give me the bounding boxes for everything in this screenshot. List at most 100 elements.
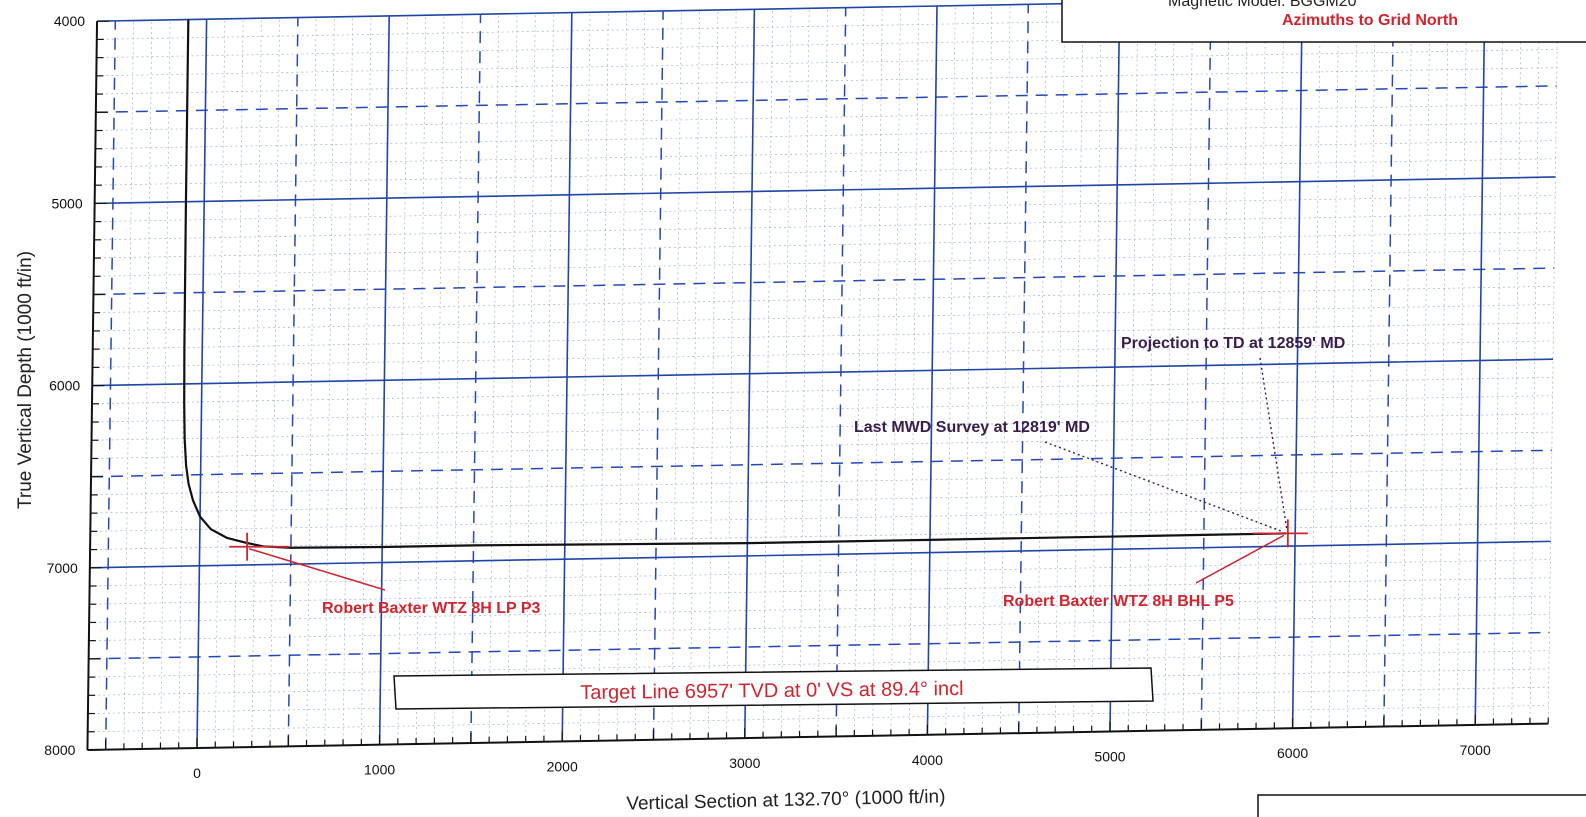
half-grid-hline bbox=[95, 85, 1557, 114]
minor-grid-vline bbox=[1091, 3, 1102, 732]
x-tick-label: 6000 bbox=[1277, 745, 1308, 761]
minor-grid-vline bbox=[525, 13, 536, 743]
minor-grid-hline bbox=[92, 304, 1554, 332]
minor-grid-vline bbox=[269, 17, 280, 747]
minor-grid-vline bbox=[981, 5, 993, 734]
annotation-layer: Robert Baxter WTZ 8H LP P3 Robert Baxter … bbox=[229, 335, 1345, 710]
x-tick-label: 4000 bbox=[912, 752, 943, 768]
minor-grid-vline bbox=[598, 11, 609, 741]
half-grid-hline bbox=[88, 631, 1550, 660]
minor-grid-vline bbox=[160, 19, 171, 749]
minor-grid-vline bbox=[434, 14, 445, 744]
header-box: Magnetic Model: BGGM20 Azimuths to Grid … bbox=[1061, 0, 1586, 43]
minor-grid-hline bbox=[88, 613, 1550, 642]
minor-grid-hline bbox=[91, 395, 1553, 423]
minor-grid-vline bbox=[890, 6, 901, 736]
minor-grid-vline bbox=[178, 19, 189, 749]
minor-grid-hline bbox=[96, 49, 1558, 77]
minor-grid-vline bbox=[324, 16, 335, 746]
x-tick-label: 1000 bbox=[364, 762, 395, 778]
axes bbox=[86, 21, 1549, 751]
y-tick-label: 6000 bbox=[49, 378, 80, 394]
legend-box-frame bbox=[1257, 794, 1586, 817]
minor-grid-vline bbox=[780, 8, 792, 738]
minor-grid-vline bbox=[306, 17, 317, 747]
minor-grid-vline bbox=[1401, 0, 1413, 727]
projection-td-label: Projection to TD at 12859' MD bbox=[1121, 335, 1345, 352]
minor-grid-hline bbox=[95, 103, 1557, 131]
minor-grid-hline bbox=[93, 249, 1555, 277]
minor-grid-vline bbox=[1000, 4, 1011, 734]
minor-grid-vline bbox=[1438, 0, 1449, 726]
major-grid-hline bbox=[94, 176, 1556, 205]
minor-grid-vline bbox=[123, 20, 134, 750]
minor-grid-hline bbox=[91, 377, 1553, 405]
minor-grid-vline bbox=[1182, 1, 1193, 731]
minor-grid-vline bbox=[342, 16, 354, 746]
minor-grid-vline bbox=[360, 16, 372, 746]
minor-grid-vline bbox=[214, 18, 226, 748]
minor-grid-vline bbox=[1347, 0, 1358, 728]
minor-grid-hline bbox=[96, 67, 1557, 95]
minor-grid-vline bbox=[1365, 0, 1376, 727]
minor-grid-vline bbox=[1493, 0, 1504, 725]
major-grid bbox=[89, 0, 1556, 749]
minor-grid-vline bbox=[488, 13, 500, 743]
y-tick-label: 8000 bbox=[44, 742, 75, 758]
minor-grid-hline bbox=[89, 559, 1551, 587]
minor-grid bbox=[87, 0, 1559, 750]
minor-grid-hline bbox=[87, 705, 1549, 733]
minor-grid-vline bbox=[1255, 0, 1267, 729]
projection-td-leader bbox=[1259, 357, 1288, 530]
minor-grid-hline bbox=[92, 340, 1554, 368]
minor-grid-hline bbox=[90, 504, 1552, 532]
minor-grid-vline bbox=[616, 11, 627, 741]
last-mwd-label: Last MWD Survey at 12819' MD bbox=[854, 419, 1090, 436]
minor-grid-vline bbox=[1146, 2, 1157, 731]
header-box-frame bbox=[1061, 0, 1586, 43]
minor-grid-vline bbox=[543, 12, 554, 742]
major-grid-hline bbox=[97, 0, 1314, 22]
minor-grid-vline bbox=[580, 12, 591, 742]
minor-grid-vline bbox=[634, 11, 646, 741]
x-tick-label: 3000 bbox=[729, 755, 760, 771]
major-grid-hline bbox=[89, 540, 1551, 569]
minor-grid-hline bbox=[90, 468, 1552, 496]
minor-grid-vline bbox=[415, 15, 427, 745]
minor-grid-hline bbox=[91, 413, 1553, 441]
minor-grid-vline bbox=[233, 18, 244, 748]
minor-grid-hline bbox=[90, 486, 1552, 514]
minor-grid-vline bbox=[854, 7, 865, 737]
target-line-text: Target Line 6957' TVD at 0' VS at 89.4° … bbox=[580, 678, 963, 704]
y-axis-title: True Vertical Depth (1000 ft/in) bbox=[15, 251, 36, 509]
x-tick-label: 0 bbox=[193, 765, 201, 781]
major-grid-hline bbox=[92, 358, 1554, 387]
target-bhl-leader bbox=[1195, 534, 1285, 584]
target-lp-leader bbox=[248, 548, 386, 591]
target-line-box bbox=[393, 667, 1154, 710]
minor-grid-hline bbox=[96, 12, 1558, 40]
minor-grid-vline bbox=[945, 5, 956, 735]
target-lp-label: Robert Baxter WTZ 8H LP P3 bbox=[322, 600, 541, 617]
minor-grid-hline bbox=[91, 431, 1553, 459]
minor-grid-hline bbox=[93, 231, 1555, 259]
minor-grid-vline bbox=[397, 15, 408, 745]
minor-grid-hline bbox=[95, 121, 1557, 150]
minor-grid-vline bbox=[963, 5, 974, 735]
y-tick-label: 7000 bbox=[47, 560, 78, 576]
target-bhl-label: Robert Baxter WTZ 8H BHL P5 bbox=[1003, 593, 1234, 610]
minor-grid-vline bbox=[1054, 3, 1066, 733]
major-grid-vline bbox=[1474, 0, 1486, 725]
minor-grid-vline bbox=[452, 14, 463, 744]
ticks: 0 1000 2000 3000 4000 5000 6000 7000 4000 5000 600… bbox=[44, 13, 1549, 781]
x-tick-label: 5000 bbox=[1094, 749, 1125, 765]
minor-grid-vline bbox=[1310, 0, 1321, 728]
header-line-1: Magnetic Model: BGGM20 bbox=[1168, 0, 1357, 10]
minor-grid-vline bbox=[817, 7, 828, 737]
minor-grid-vline bbox=[1456, 0, 1467, 726]
minor-grid-vline bbox=[1164, 1, 1175, 731]
minor-grid-vline bbox=[507, 13, 518, 743]
minor-grid-vline bbox=[1073, 3, 1084, 733]
minor-grid-vline bbox=[251, 18, 262, 748]
